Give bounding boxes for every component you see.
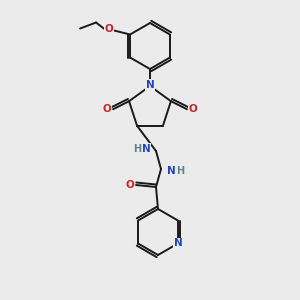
Text: H: H — [133, 144, 141, 154]
Text: N: N — [142, 144, 150, 154]
Text: N: N — [173, 238, 182, 248]
Text: O: O — [105, 25, 113, 34]
Text: N: N — [146, 80, 154, 90]
Text: O: O — [188, 104, 197, 114]
Text: N: N — [167, 166, 176, 176]
Text: O: O — [126, 180, 134, 190]
Text: O: O — [103, 104, 112, 114]
Text: H: H — [176, 166, 184, 176]
